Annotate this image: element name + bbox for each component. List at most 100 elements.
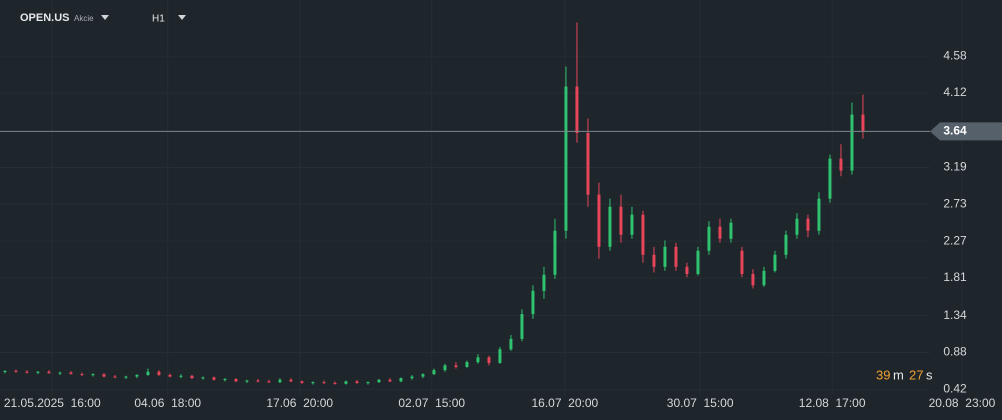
candle-body	[586, 133, 590, 195]
candle-body	[718, 226, 722, 239]
countdown-minutes: 39	[876, 367, 890, 382]
candle-body	[674, 246, 678, 267]
asset-class: Akcie	[74, 14, 94, 23]
timeframe-dropdown[interactable]	[178, 15, 186, 20]
candle-body	[201, 377, 205, 379]
candle-body	[487, 357, 491, 363]
candle-body	[245, 380, 249, 382]
candle-body	[410, 376, 414, 379]
y-tick-label: 1.81	[943, 270, 967, 284]
candle-body	[641, 214, 645, 255]
candle-body	[828, 158, 832, 199]
candle-body	[223, 378, 227, 380]
candle-body	[509, 338, 513, 350]
candle-body	[190, 375, 194, 379]
candle-body	[278, 379, 282, 383]
countdown-unit: s	[926, 367, 933, 382]
x-tick-label: 17.06 20:00	[266, 396, 333, 410]
candle-body	[388, 379, 392, 382]
grid	[0, 0, 962, 395]
candle-body	[322, 382, 326, 384]
candle-body	[839, 158, 843, 171]
y-tick-label: 3.19	[943, 160, 967, 174]
x-tick-label: 30.07 15:00	[667, 396, 734, 410]
candle-body	[520, 314, 524, 339]
candle-body	[267, 381, 271, 383]
candle-body	[146, 371, 150, 375]
candle-body	[80, 374, 84, 376]
candle-body	[14, 370, 18, 372]
candle-body	[256, 380, 260, 382]
candle-body	[366, 382, 370, 384]
candle-body	[36, 371, 40, 373]
candle-body	[707, 226, 711, 251]
candle-body	[333, 382, 337, 384]
candle-body	[355, 381, 359, 383]
x-tick-label: 20.08 23:00	[929, 396, 996, 410]
candle-body	[850, 114, 854, 171]
candle-body	[311, 382, 315, 384]
candle-body	[47, 371, 51, 374]
countdown-unit: m	[893, 367, 904, 382]
candle-body	[597, 194, 601, 247]
x-tick-label: 02.07 15:00	[398, 396, 465, 410]
candle-body	[179, 375, 183, 377]
candle-body	[575, 86, 579, 134]
x-tick-label: 16.07 20:00	[531, 396, 598, 410]
x-tick-label: 04.06 18:00	[134, 396, 201, 410]
axes: 0.42 0.88 1.34 1.81 2.27 2.73 3.19 4.12 4.58 21.0…	[4, 48, 1002, 410]
candle-body	[542, 274, 546, 291]
candle-body	[25, 371, 29, 373]
candle-body	[685, 266, 689, 275]
candle-body	[58, 372, 62, 374]
candle-body	[817, 198, 821, 231]
candle-body	[729, 222, 733, 239]
candle-body	[740, 250, 744, 275]
last-price-label: 3.64	[943, 124, 967, 138]
y-tick-label: 4.12	[943, 85, 967, 99]
candle-body	[608, 206, 612, 247]
candle-body	[421, 374, 425, 377]
candle-body	[432, 370, 436, 375]
candle-body	[696, 250, 700, 275]
candle-body	[157, 371, 161, 375]
last-price-badge	[930, 122, 1002, 141]
candle-body	[91, 374, 95, 376]
candle-body	[564, 86, 568, 231]
candle-body	[498, 349, 502, 363]
candles	[0, 22, 930, 385]
timeframe[interactable]: H1	[152, 14, 165, 25]
candle-body	[234, 378, 238, 382]
candle-body	[3, 370, 7, 372]
x-tick-label: 12.08 17:00	[799, 396, 866, 410]
candle-body	[135, 374, 139, 377]
candle-body	[168, 374, 172, 377]
candle-body	[531, 290, 535, 315]
y-tick-label: 4.58	[943, 48, 967, 62]
candle-body	[300, 381, 304, 383]
candle-body	[113, 376, 117, 378]
candle-body	[773, 254, 777, 271]
candle-body	[465, 362, 469, 367]
y-tick-label: 0.88	[943, 345, 967, 359]
symbol-dropdown[interactable]	[101, 15, 109, 20]
candle-body	[762, 270, 766, 286]
candle-body	[212, 377, 216, 380]
candle-body	[124, 376, 128, 378]
candle-body	[861, 114, 865, 132]
candle-body	[399, 378, 403, 382]
countdown-seconds: 27	[909, 367, 923, 382]
candle-body	[344, 381, 348, 384]
candle-body	[652, 254, 656, 267]
candle-body	[289, 379, 293, 382]
symbol[interactable]: OPEN.US	[20, 12, 70, 24]
candle-body	[443, 365, 447, 371]
candle-body	[619, 206, 623, 235]
y-tick-label: 2.73	[943, 196, 967, 210]
candle-body	[751, 274, 755, 286]
y-tick-label: 1.34	[943, 308, 967, 322]
candle-body	[476, 357, 480, 363]
candle-body	[806, 218, 810, 231]
